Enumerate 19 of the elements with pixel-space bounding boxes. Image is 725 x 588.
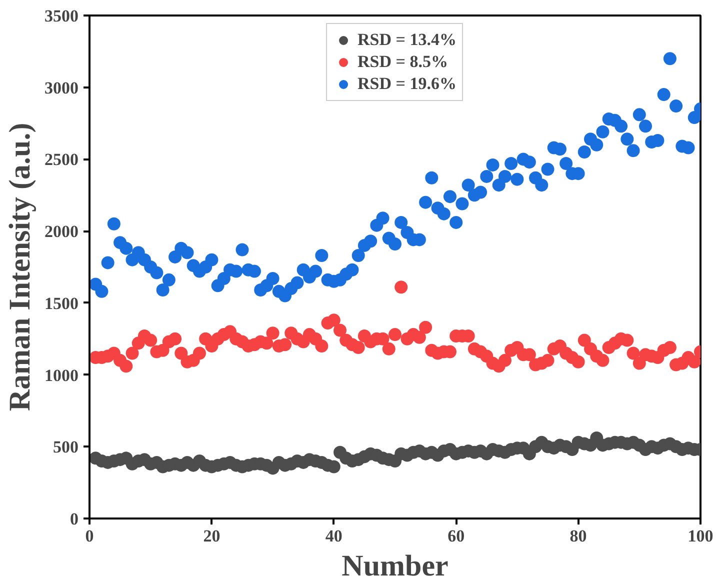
y-tick-label: 1000 — [44, 366, 78, 385]
x-axis-title: Number — [342, 550, 448, 582]
y-tick-label: 2500 — [44, 150, 78, 170]
x-tick-label: 20 — [203, 526, 220, 546]
y-tick-label: 3000 — [44, 78, 78, 98]
x-tick-label: 40 — [325, 526, 342, 546]
x-tick-label: 80 — [570, 526, 587, 546]
y-tick-label: 1500 — [44, 294, 78, 313]
x-tick-label: 60 — [448, 526, 465, 546]
x-tick-label: 0 — [85, 526, 94, 546]
legend-label: RSD = 13.4% — [358, 30, 456, 50]
y-tick-label: 500 — [53, 438, 78, 457]
legend-label: RSD = 19.6% — [358, 74, 456, 94]
y-axis-title: Raman Intensity (a.u.) — [4, 122, 36, 412]
legend-label: RSD = 8.5% — [358, 52, 448, 72]
y-tick-label: 0 — [70, 510, 78, 528]
y-tick-label: 2000 — [44, 222, 78, 242]
x-tick-label: 100 — [688, 526, 714, 546]
y-tick-label: 3500 — [44, 6, 78, 26]
